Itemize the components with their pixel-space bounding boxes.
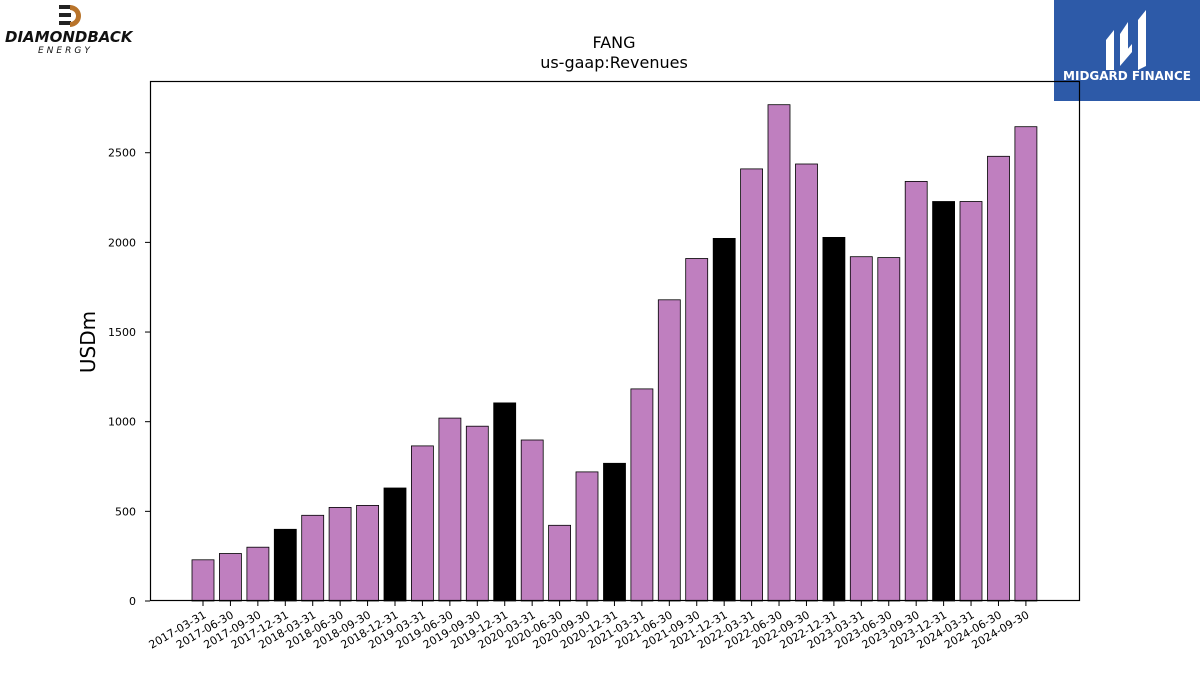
bar-2021-03-31 <box>630 388 654 602</box>
y-tick-label: 500 <box>115 505 136 518</box>
midgard-wordmark: MIDGARD FINANCE <box>1063 69 1191 83</box>
bar-2018-09-30 <box>356 504 380 602</box>
bar-2021-12-31 <box>712 237 736 602</box>
bar-2020-06-30 <box>548 524 571 602</box>
bar-2023-09-30 <box>904 180 928 602</box>
bar-2021-09-30 <box>685 258 709 602</box>
chart-title: FANG <box>592 33 635 52</box>
midgard-finance-logo: MIDGARD FINANCE <box>1054 0 1200 101</box>
bar-2019-03-31 <box>410 445 434 602</box>
bar-2018-12-31 <box>383 487 407 602</box>
bar-2020-12-31 <box>603 462 626 602</box>
y-axis-label: USDm <box>76 311 100 373</box>
plot-frame <box>149 80 1081 602</box>
bar-2022-09-30 <box>795 163 818 602</box>
bar-2020-09-30 <box>575 471 599 602</box>
midgard-mark-icon <box>1106 10 1146 70</box>
bar-2017-06-30 <box>218 553 242 602</box>
diamondback-energy-logo: DIAMONDBACK ENERGY <box>5 5 134 56</box>
x-axis: 2017-03-312017-06-302017-09-302017-12-31… <box>147 601 1031 652</box>
bar-2019-06-30 <box>438 417 462 602</box>
bar-2022-03-31 <box>740 168 763 602</box>
bar-2019-12-31 <box>493 402 517 602</box>
y-axis: 0 500 1000 1500 2000 2500 <box>108 147 150 608</box>
bar-2021-06-30 <box>657 299 681 602</box>
diamondback-mark-icon <box>59 5 81 27</box>
bar-2023-12-31 <box>932 201 955 602</box>
bar-2022-06-30 <box>767 104 791 602</box>
y-tick-label: 1000 <box>108 416 136 429</box>
y-tick-label: 1500 <box>108 326 136 339</box>
bar-2019-09-30 <box>465 425 489 602</box>
bar-2024-03-31 <box>959 201 983 602</box>
y-tick-label: 2500 <box>108 147 136 160</box>
bar-2023-06-30 <box>877 257 901 602</box>
energy-wordmark: ENERGY <box>38 46 93 56</box>
y-tick-label: 0 <box>129 595 136 608</box>
chart-subtitle: us-gaap:Revenues <box>540 53 688 72</box>
bars-group <box>191 104 1038 602</box>
bar-2023-03-31 <box>849 256 873 602</box>
bar-2020-03-31 <box>520 439 544 602</box>
bar-2018-06-30 <box>328 506 352 602</box>
y-tick-label: 2000 <box>108 236 136 249</box>
bar-2017-09-30 <box>246 546 270 602</box>
diamondback-wordmark: DIAMONDBACK <box>5 28 134 46</box>
bar-2024-09-30 <box>1014 126 1038 602</box>
bar-2024-06-30 <box>987 155 1010 602</box>
bar-2018-03-31 <box>301 514 325 602</box>
bar-2022-12-31 <box>822 236 846 602</box>
bar-2017-12-31 <box>273 528 297 602</box>
bar-2017-03-31 <box>191 559 215 602</box>
